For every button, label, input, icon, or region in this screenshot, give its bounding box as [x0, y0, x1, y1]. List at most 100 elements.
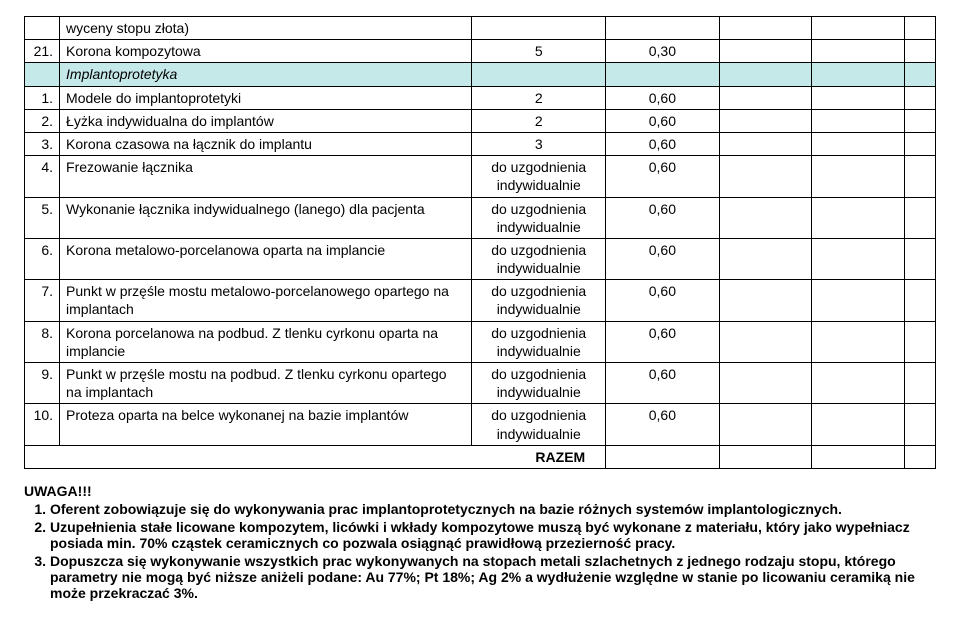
row-empty: [719, 321, 812, 362]
row-description: Punkt w przęśle mostu metalowo-porcelano…: [60, 280, 472, 321]
row-description: Korona czasowa na łącznik do implantu: [60, 132, 472, 155]
row-empty: [606, 445, 719, 468]
row-description: Proteza oparta na belce wykonanej na baz…: [60, 404, 472, 445]
table-row: 10.Proteza oparta na belce wykonanej na …: [25, 404, 936, 445]
table-row: 7.Punkt w przęśle mostu metalowo-porcela…: [25, 280, 936, 321]
row-empty: [812, 63, 905, 86]
table-row: 2.Łyżka indywidualna do implantów20,60: [25, 109, 936, 132]
table-row: 21.Korona kompozytowa50,30: [25, 40, 936, 63]
row-empty: [812, 363, 905, 404]
row-qty: do uzgodnienia indywidualnie: [472, 197, 606, 238]
row-number: 7.: [25, 280, 60, 321]
row-qty: [472, 63, 606, 86]
row-empty: [812, 404, 905, 445]
row-value: 0,60: [606, 86, 719, 109]
row-empty: [719, 363, 812, 404]
note-text: Oferent zobowiązuje się do wykonywania p…: [50, 501, 842, 517]
table-row: Implantoprotetyka: [25, 63, 936, 86]
row-number: 5.: [25, 197, 60, 238]
row-description: Punkt w przęśle mostu na podbud. Z tlenk…: [60, 363, 472, 404]
table-row: 5.Wykonanie łącznika indywidualnego (lan…: [25, 197, 936, 238]
row-empty: [812, 321, 905, 362]
row-empty: [812, 132, 905, 155]
row-qty: 2: [472, 86, 606, 109]
row-empty: [812, 86, 905, 109]
row-description: Korona porcelanowa na podbud. Z tlenku c…: [60, 321, 472, 362]
row-number: 1.: [25, 86, 60, 109]
row-qty: 5: [472, 40, 606, 63]
row-qty: 2: [472, 109, 606, 132]
row-empty: [812, 197, 905, 238]
row-empty: [905, 86, 936, 109]
row-number: 6.: [25, 238, 60, 279]
row-empty: [812, 445, 905, 468]
row-value: 0,60: [606, 156, 719, 197]
row-qty: do uzgodnienia indywidualnie: [472, 321, 606, 362]
row-qty: do uzgodnienia indywidualnie: [472, 156, 606, 197]
note-number: 2.: [24, 519, 50, 551]
row-qty: do uzgodnienia indywidualnie: [472, 363, 606, 404]
table-row: wyceny stopu złota): [25, 17, 936, 40]
row-empty: [905, 63, 936, 86]
row-empty: [905, 197, 936, 238]
row-value: 0,60: [606, 363, 719, 404]
row-empty: [812, 109, 905, 132]
row-number: 2.: [25, 109, 60, 132]
row-empty: [719, 445, 812, 468]
table-row: 3.Korona czasowa na łącznik do implantu3…: [25, 132, 936, 155]
row-description: Wykonanie łącznika indywidualnego (laneg…: [60, 197, 472, 238]
note-text: Uzupełnienia stałe licowane kompozytem, …: [50, 519, 936, 551]
row-empty: [719, 86, 812, 109]
row-empty: [719, 132, 812, 155]
row-description: Implantoprotetyka: [60, 63, 472, 86]
row-number: 10.: [25, 404, 60, 445]
row-number: 4.: [25, 156, 60, 197]
row-description: Korona metalowo-porcelanowa oparta na im…: [60, 238, 472, 279]
row-value: 0,60: [606, 238, 719, 279]
row-empty: [719, 404, 812, 445]
row-number: 3.: [25, 132, 60, 155]
row-empty: [719, 109, 812, 132]
row-empty: [905, 321, 936, 362]
row-empty: [812, 156, 905, 197]
row-empty: [812, 40, 905, 63]
row-number: [25, 63, 60, 86]
row-empty: [812, 280, 905, 321]
row-value: [606, 63, 719, 86]
row-empty: [905, 156, 936, 197]
row-value: [606, 17, 719, 40]
table-row: 8.Korona porcelanowa na podbud. Z tlenku…: [25, 321, 936, 362]
table-row: 9.Punkt w przęśle mostu na podbud. Z tle…: [25, 363, 936, 404]
notes-title: UWAGA!!!: [24, 483, 936, 499]
note-item: 1.Oferent zobowiązuje się do wykonywania…: [24, 501, 936, 517]
row-number: [25, 17, 60, 40]
row-empty: [905, 109, 936, 132]
row-empty: [719, 238, 812, 279]
row-description: Modele do implantoprotetyki: [60, 86, 472, 109]
row-empty: [719, 156, 812, 197]
row-empty: [719, 17, 812, 40]
row-description: Korona kompozytowa: [60, 40, 472, 63]
row-description: wyceny stopu złota): [60, 17, 472, 40]
row-empty: [719, 197, 812, 238]
note-number: 1.: [24, 501, 50, 517]
row-empty: [905, 40, 936, 63]
table-row: 6.Korona metalowo-porcelanowa oparta na …: [25, 238, 936, 279]
row-empty: [812, 17, 905, 40]
note-item: 2.Uzupełnienia stałe licowane kompozytem…: [24, 519, 936, 551]
row-qty: do uzgodnienia indywidualnie: [472, 280, 606, 321]
row-qty: do uzgodnienia indywidualnie: [472, 238, 606, 279]
row-qty: do uzgodnienia indywidualnie: [472, 404, 606, 445]
row-value: 0,60: [606, 404, 719, 445]
row-number: 8.: [25, 321, 60, 362]
table-row: 1.Modele do implantoprotetyki20,60: [25, 86, 936, 109]
row-description: Frezowanie łącznika: [60, 156, 472, 197]
row-value: 0,60: [606, 132, 719, 155]
notes-block: UWAGA!!! 1.Oferent zobowiązuje się do wy…: [24, 483, 936, 601]
row-value: 0,60: [606, 197, 719, 238]
row-empty: [905, 132, 936, 155]
row-empty: [905, 363, 936, 404]
row-empty: [719, 40, 812, 63]
row-qty: [472, 17, 606, 40]
table-row: 4.Frezowanie łącznikado uzgodnienia indy…: [25, 156, 936, 197]
